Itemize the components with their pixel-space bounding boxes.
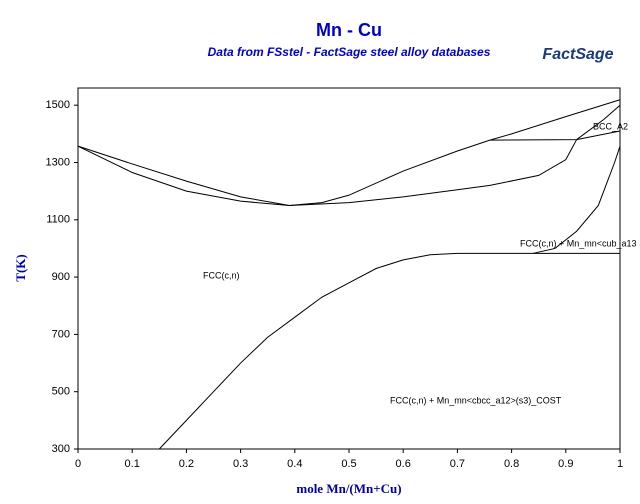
y-tick-label: 900	[52, 271, 70, 283]
logo: FactSage	[542, 46, 613, 63]
region-label: BCC_A2	[593, 121, 628, 131]
region-label: FCC(c,n) + Mn_mn<cbcc_a12>(s3)_COST	[390, 395, 562, 405]
x-tick-label: 0.8	[504, 458, 519, 470]
chart-title: Mn - Cu	[316, 20, 382, 40]
x-tick-label: 0.7	[450, 458, 465, 470]
y-tick-label: 700	[52, 328, 70, 340]
x-tick-label: 0.1	[125, 458, 140, 470]
y-tick-label: 300	[52, 443, 70, 455]
x-tick-label: 0.5	[341, 458, 356, 470]
x-tick-label: 0.9	[558, 458, 573, 470]
chart-subtitle: Data from FSstel - FactSage steel alloy …	[208, 45, 491, 59]
x-tick-label: 0.4	[287, 458, 302, 470]
phase-boundary	[533, 146, 621, 254]
x-tick-label: 0.2	[179, 458, 194, 470]
x-tick-label: 1	[617, 458, 623, 470]
phase-boundary	[158, 252, 620, 450]
y-tick-label: 1500	[46, 99, 70, 111]
region-label: FCC(c,n) + Mn_mn<cub_a13	[520, 238, 637, 248]
y-axis-label: T(K)	[13, 254, 28, 281]
x-tick-label: 0.3	[233, 458, 248, 470]
x-axis-label: mole Mn/(Mn+Cu)	[296, 481, 401, 496]
phase-boundary	[77, 139, 578, 206]
y-tick-label: 1300	[46, 156, 70, 168]
region-label: FCC(c,n)	[203, 270, 240, 280]
phase-boundary	[77, 99, 621, 206]
phase-boundary	[489, 130, 621, 141]
y-tick-label: 500	[52, 386, 70, 398]
phase-boundary	[576, 104, 621, 140]
x-tick-label: 0	[75, 458, 81, 470]
y-tick-label: 1100	[46, 214, 70, 226]
x-tick-label: 0.6	[396, 458, 411, 470]
